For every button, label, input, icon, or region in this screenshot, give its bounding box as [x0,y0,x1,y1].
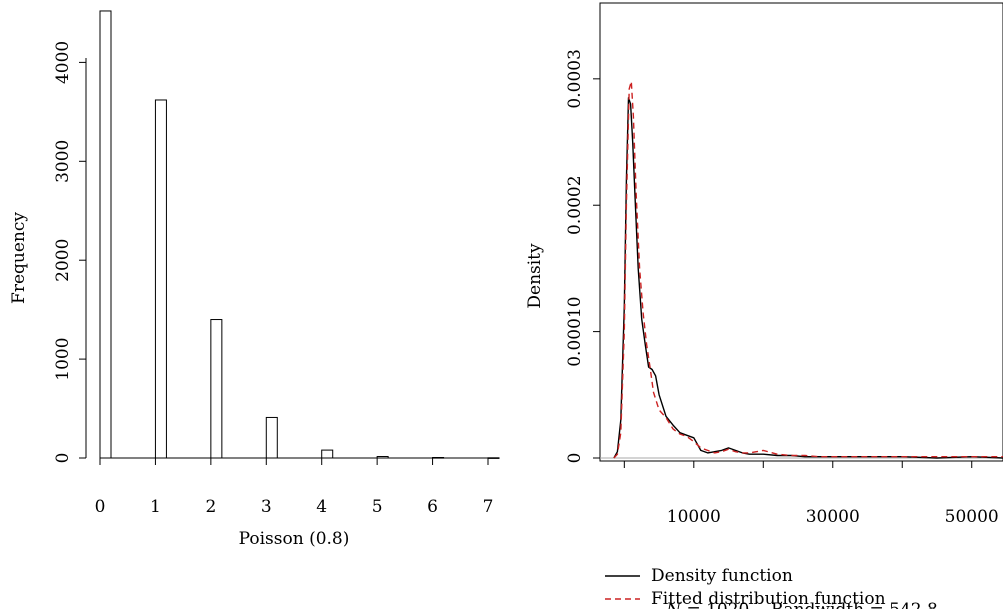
legend: Density function Fitted distribution fun… [605,566,886,609]
left-x-tick-label: 5 [372,497,383,517]
density-function-line [613,97,1003,459]
left-x-tick-label: 7 [483,497,494,517]
right-x-axis-label-rest: = 1020 Bandwidth = 542.8 [681,600,938,609]
right-x-ticks: 10000 30000 50000 [623,461,999,527]
legend-label-density: Density function [651,566,793,586]
left-x-tick-label: 6 [427,497,438,517]
right-x-axis-label-n: N [665,600,682,609]
right-y-tick-label: 0 [565,453,585,464]
left-y-tick-label: 4000 [53,41,73,84]
legend-label-fitted: Fitted distribution function [651,589,886,609]
right-y-ticks: 0 0.00010 0.0002 0.0003 [565,49,600,463]
fitted-distribution-line [613,80,1003,459]
left-y-ticks: 0 1000 2000 3000 4000 [53,41,86,464]
left-x-tick-label: 4 [316,497,327,517]
right-y-tick-label: 0.0003 [565,49,585,108]
left-x-tick-label: 3 [261,497,272,517]
histogram-bars [99,10,500,459]
right-y-tick-label: 0.0002 [565,175,585,234]
histogram-bar [154,99,167,459]
histogram-bar [265,416,278,459]
left-x-tick-label: 0 [95,497,106,517]
left-x-tick-label: 1 [150,497,161,517]
left-y-axis-label: Frequency [9,212,29,304]
histogram-bar [321,449,334,459]
right-x-tick-label: 10000 [667,507,721,527]
right-y-axis-label: Density [525,243,545,309]
left-x-axis-label: Poisson (0.8) [239,529,350,549]
left-x-tick-label: 2 [205,497,216,517]
histogram-bar [99,10,112,459]
histogram-panel: 0 1 2 3 4 5 6 7 0 1000 2000 3000 4000 Poisson (0.8)… [9,10,500,549]
right-y-tick-label: 0.00010 [565,296,585,366]
density-panel: 10000 30000 50000 0 0.00010 0.0002 0.0003 N =… [525,2,1003,609]
left-y-tick-label: 3000 [53,140,73,183]
density-series [613,80,1003,459]
right-x-axis-label: N = 1020 Bandwidth = 542.8 [665,600,938,609]
histogram-bar [487,457,500,459]
right-x-tick-label: 50000 [945,507,999,527]
left-y-tick-label: 0 [53,453,73,464]
histogram-bar [210,319,223,459]
left-y-tick-label: 1000 [53,337,73,380]
left-y-tick-label: 2000 [53,239,73,282]
left-x-ticks: 0 1 2 3 4 5 6 7 [95,458,494,517]
right-x-tick-label: 30000 [806,507,860,527]
density-plot-box [599,2,1003,462]
